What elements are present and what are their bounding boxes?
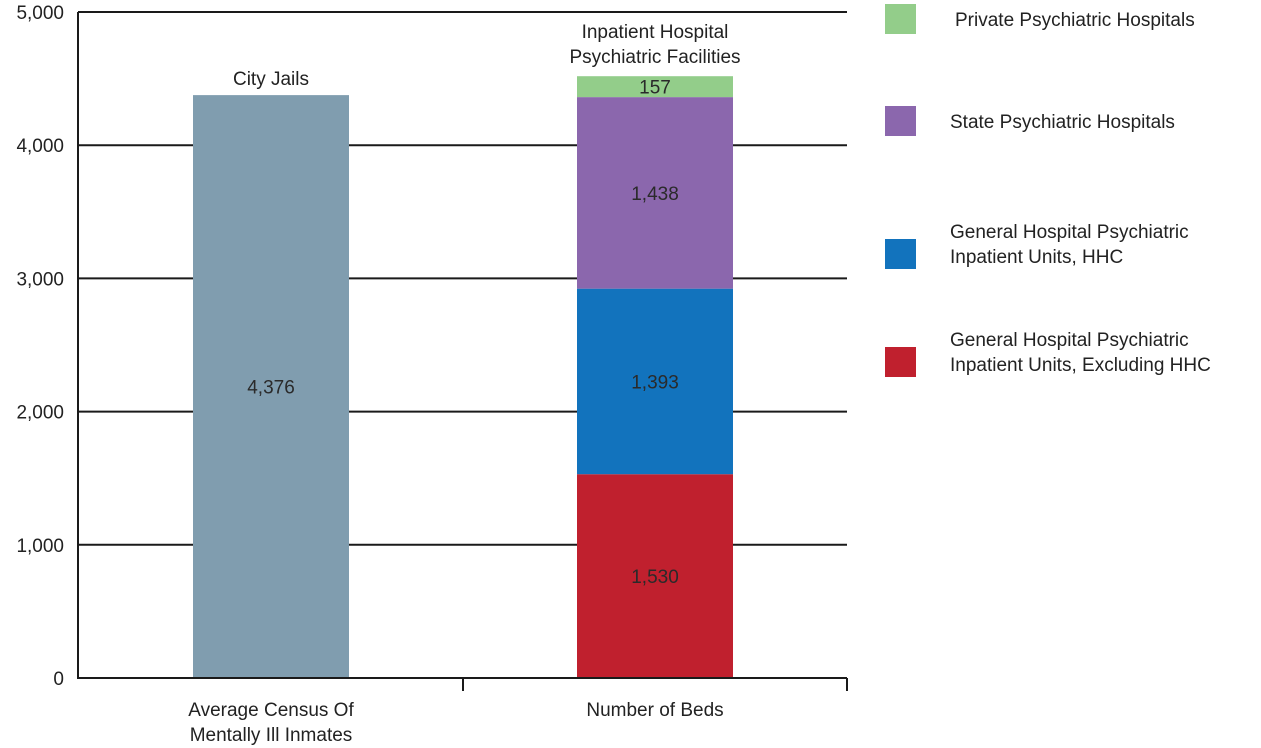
bar-value-label: 1,530 <box>631 567 679 588</box>
y-tick-label: 4,000 <box>16 136 64 157</box>
y-tick-label: 5,000 <box>16 3 64 24</box>
legend: Private Psychiatric Hospitals State Psych… <box>885 4 1211 377</box>
axes <box>77 12 848 691</box>
legend-swatch <box>885 106 916 136</box>
y-tick-label: 1,000 <box>16 536 64 557</box>
bar-annotations: City Jails Inpatient Hospital Psychiatric … <box>233 22 741 90</box>
legend-label: State Psychiatric Hospitals <box>950 112 1175 133</box>
y-axis-tick-labels: 0 1,000 2,000 3,000 4,000 5,000 <box>16 3 64 690</box>
legend-label: General Hospital Psychiatric <box>950 222 1189 243</box>
category-label: Mentally Ill Inmates <box>190 725 353 746</box>
y-tick-label: 3,000 <box>16 269 64 290</box>
category-label: Average Census Of <box>188 700 354 721</box>
legend-label: General Hospital Psychiatric <box>950 330 1189 351</box>
bar-annotation: Psychiatric Facilities <box>569 47 740 68</box>
legend-label: Private Psychiatric Hospitals <box>955 10 1195 31</box>
bar-segment <box>577 97 733 289</box>
bar-value-label: 4,376 <box>247 378 295 399</box>
bar-value-label: 1,393 <box>631 372 679 393</box>
bar-segment <box>577 288 733 475</box>
bar-value-label: 157 <box>639 78 671 99</box>
bar-segment <box>577 474 733 678</box>
bar-segment <box>193 95 349 678</box>
legend-label: Inpatient Units, HHC <box>950 247 1123 268</box>
y-tick-label: 2,000 <box>16 403 64 424</box>
legend-swatch <box>885 347 916 377</box>
bar-value-label: 1,438 <box>631 184 679 205</box>
bar-annotation: City Jails <box>233 69 309 90</box>
x-axis-category-labels: Average Census Of Mentally Ill Inmates Num… <box>188 700 723 746</box>
legend-swatch <box>885 4 916 34</box>
bar-segment <box>577 76 733 98</box>
legend-swatch <box>885 239 916 269</box>
category-label: Number of Beds <box>586 700 723 721</box>
legend-label: Inpatient Units, Excluding HHC <box>950 355 1211 376</box>
bars <box>193 76 733 678</box>
y-tick-label: 0 <box>53 669 64 690</box>
bar-annotation: Inpatient Hospital <box>582 22 729 43</box>
bar-labels: 4,376 1,530 1,393 1,438 157 <box>247 78 679 588</box>
